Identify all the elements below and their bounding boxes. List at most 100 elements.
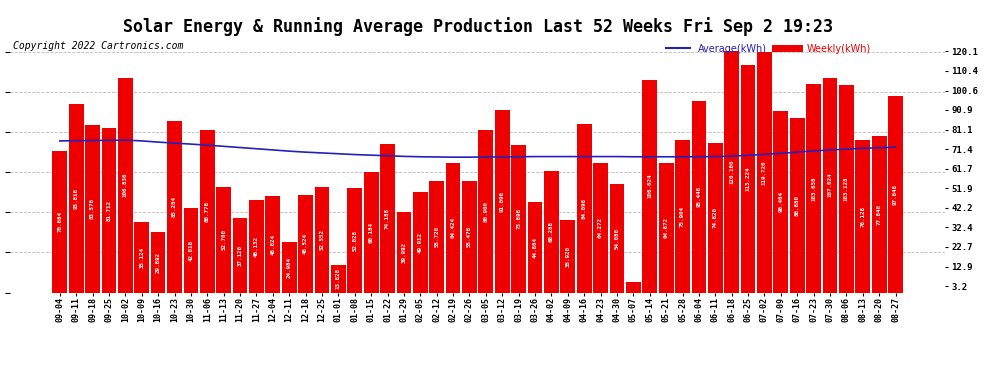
Bar: [790, 118, 805, 292]
Text: 74.188: 74.188: [385, 207, 390, 228]
Text: 113.224: 113.224: [745, 166, 750, 191]
Bar: [52, 151, 67, 292]
Bar: [855, 140, 870, 292]
Text: 35.124: 35.124: [140, 247, 145, 268]
Text: 55.720: 55.720: [435, 226, 440, 247]
Text: 81.712: 81.712: [107, 200, 112, 221]
Bar: [692, 101, 706, 292]
Text: 120.100: 120.100: [730, 160, 735, 184]
Text: Copyright 2022 Cartronics.com: Copyright 2022 Cartronics.com: [13, 41, 183, 51]
Text: 52.760: 52.760: [221, 229, 226, 250]
Bar: [380, 144, 395, 292]
Bar: [478, 130, 493, 292]
Text: 54.080: 54.080: [615, 228, 620, 249]
Text: 75.904: 75.904: [680, 206, 685, 227]
Text: 91.096: 91.096: [500, 190, 505, 211]
Bar: [216, 187, 231, 292]
Bar: [363, 172, 378, 292]
Bar: [560, 220, 575, 292]
Bar: [741, 65, 755, 292]
Bar: [757, 52, 772, 292]
Bar: [495, 110, 510, 292]
Bar: [839, 86, 853, 292]
Text: 46.132: 46.132: [254, 236, 259, 256]
Text: 76.128: 76.128: [860, 206, 865, 226]
Text: 103.656: 103.656: [811, 176, 816, 201]
Bar: [511, 144, 526, 292]
Text: 119.720: 119.720: [762, 160, 767, 184]
Text: 80.900: 80.900: [483, 201, 488, 222]
Bar: [725, 51, 740, 292]
Bar: [135, 222, 149, 292]
Text: 37.120: 37.120: [238, 245, 243, 266]
Bar: [397, 212, 411, 292]
Bar: [643, 80, 657, 292]
Text: 60.184: 60.184: [368, 222, 373, 243]
Text: 24.984: 24.984: [287, 257, 292, 278]
Text: 29.892: 29.892: [155, 252, 160, 273]
Text: 13.828: 13.828: [336, 268, 341, 289]
Bar: [528, 202, 543, 292]
Text: 83.576: 83.576: [90, 198, 95, 219]
Bar: [249, 200, 263, 292]
Bar: [233, 218, 248, 292]
Text: 48.024: 48.024: [270, 234, 275, 255]
Bar: [315, 187, 330, 292]
Text: 73.696: 73.696: [516, 208, 521, 229]
Bar: [331, 265, 346, 292]
Bar: [544, 171, 558, 292]
Text: 42.016: 42.016: [188, 240, 193, 261]
Bar: [265, 196, 280, 292]
Bar: [708, 142, 723, 292]
Bar: [658, 163, 673, 292]
Text: 44.864: 44.864: [533, 237, 538, 258]
Text: 64.272: 64.272: [598, 217, 603, 238]
Bar: [872, 136, 886, 292]
Text: 55.476: 55.476: [467, 226, 472, 247]
Bar: [150, 232, 165, 292]
Bar: [610, 184, 625, 292]
Bar: [298, 195, 313, 292]
Bar: [282, 242, 297, 292]
Bar: [823, 78, 838, 292]
Text: 77.840: 77.840: [877, 204, 882, 225]
Bar: [430, 181, 445, 292]
Bar: [85, 125, 100, 292]
Text: 64.424: 64.424: [450, 217, 455, 238]
Bar: [593, 164, 608, 292]
Text: 97.648: 97.648: [893, 184, 898, 205]
Bar: [462, 181, 477, 292]
Text: 80.776: 80.776: [205, 201, 210, 222]
Text: 39.992: 39.992: [401, 242, 407, 263]
Text: 48.524: 48.524: [303, 233, 308, 254]
Text: 103.128: 103.128: [843, 177, 848, 201]
Bar: [773, 111, 788, 292]
Bar: [200, 130, 215, 292]
Text: 107.024: 107.024: [828, 173, 833, 197]
Text: 85.204: 85.204: [172, 196, 177, 217]
Bar: [806, 84, 821, 292]
Bar: [102, 128, 117, 292]
Bar: [413, 192, 428, 292]
Text: 95.448: 95.448: [696, 186, 701, 207]
Text: 70.664: 70.664: [57, 211, 62, 232]
Bar: [626, 282, 641, 292]
Text: 35.920: 35.920: [565, 246, 570, 267]
Title: Solar Energy & Running Average Production Last 52 Weeks Fri Sep 2 19:23: Solar Energy & Running Average Productio…: [123, 17, 833, 36]
Text: 84.096: 84.096: [582, 198, 587, 219]
Bar: [888, 96, 903, 292]
Bar: [69, 104, 83, 292]
Text: 60.288: 60.288: [548, 222, 554, 243]
Text: 90.464: 90.464: [778, 191, 783, 212]
Text: 74.620: 74.620: [713, 207, 718, 228]
Bar: [577, 124, 592, 292]
Bar: [446, 163, 460, 292]
Text: 106.024: 106.024: [647, 174, 652, 198]
Legend: Average(kWh), Weekly(kWh): Average(kWh), Weekly(kWh): [662, 40, 875, 58]
Bar: [118, 78, 133, 292]
Text: 49.912: 49.912: [418, 232, 423, 253]
Bar: [347, 188, 362, 292]
Bar: [167, 122, 182, 292]
Bar: [183, 208, 198, 292]
Text: 86.680: 86.680: [795, 195, 800, 216]
